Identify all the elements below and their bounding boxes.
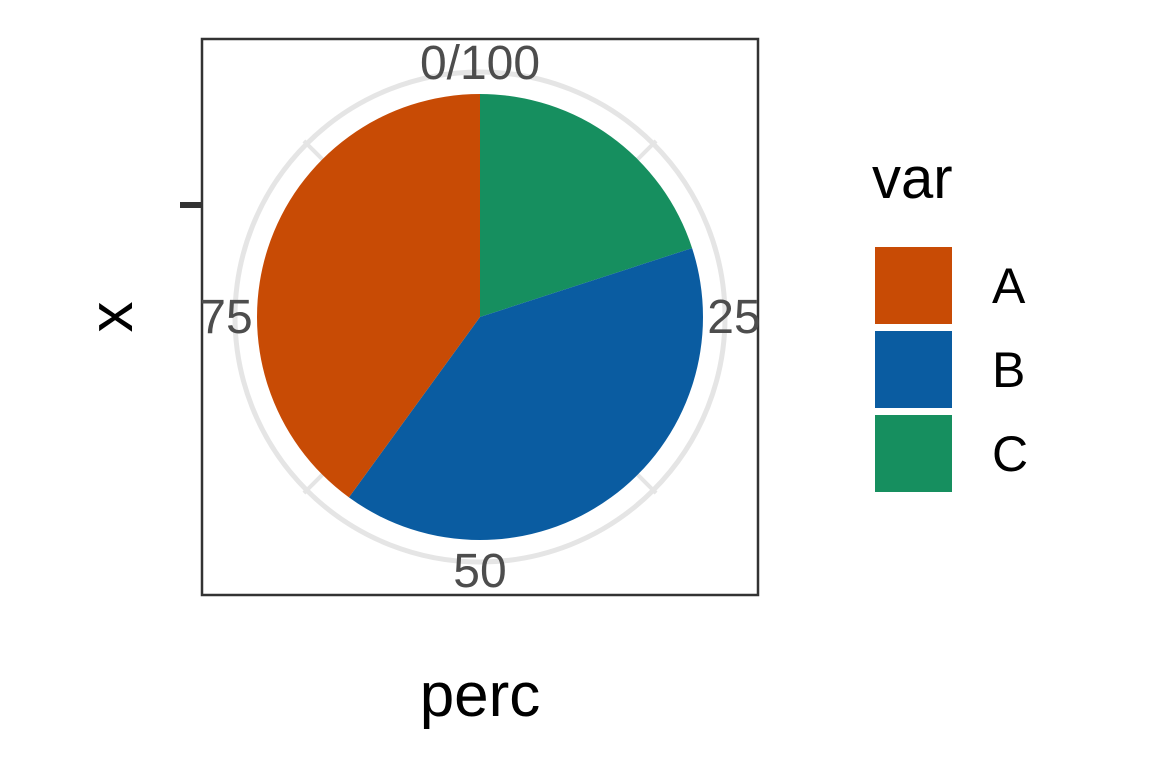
x-axis-title: perc	[420, 661, 541, 730]
grid-spoke-2	[632, 469, 658, 495]
theta-tick-labels: 0/100 25 50 75	[199, 37, 760, 598]
legend-title: var	[872, 146, 953, 211]
pie-slice-a	[257, 94, 480, 498]
grid-circle	[232, 69, 728, 565]
theta-tick-label-25: 25	[707, 291, 760, 344]
y-axis-title: x	[77, 302, 146, 333]
grid-spoke-1	[632, 139, 658, 165]
legend: var ABC	[872, 146, 1028, 492]
gridlines	[232, 69, 728, 565]
legend-items: ABC	[875, 247, 1028, 492]
panel-border	[200, 37, 760, 597]
pie-slices	[257, 94, 703, 541]
legend-swatch-c	[875, 415, 952, 492]
legend-swatch-b	[875, 331, 952, 408]
theta-tick-label-50: 50	[453, 545, 506, 598]
plot-panel: 0/100 25 50 75	[199, 37, 760, 598]
grid-spoke-4	[302, 139, 328, 165]
legend-swatch-a	[875, 247, 952, 324]
theta-tick-label-75: 75	[199, 291, 252, 344]
pie-slice-b	[348, 248, 703, 541]
legend-label-c: C	[992, 426, 1028, 482]
theta-tick-label-0: 0/100	[420, 37, 540, 90]
grid-spoke-3	[302, 469, 328, 495]
legend-label-b: B	[992, 342, 1025, 398]
legend-label-a: A	[992, 258, 1026, 314]
pie-slice-c	[480, 94, 693, 317]
